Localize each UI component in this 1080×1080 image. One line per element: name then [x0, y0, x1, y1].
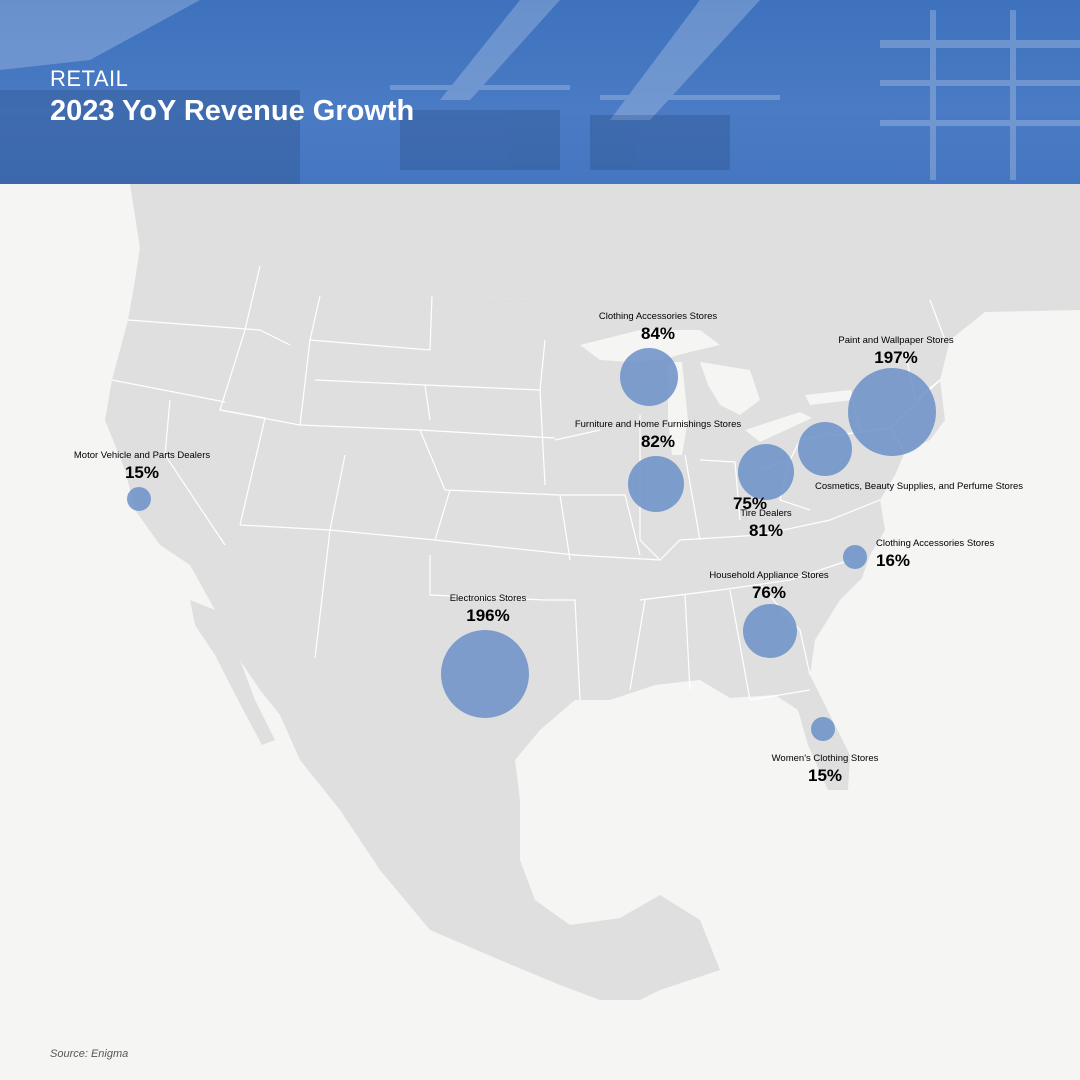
lake-superior [580, 330, 720, 362]
lake-erie [745, 412, 812, 442]
label-clothing-accessories-se: Clothing Accessories Stores 16% [876, 538, 994, 572]
point-name: Clothing Accessories Stores [876, 538, 995, 549]
label-paint-wallpaper: Paint and Wallpaper Stores 197% [838, 335, 953, 369]
label-clothing-accessories-midwest: Clothing Accessories Stores 84% [599, 311, 717, 345]
point-value: 82% [640, 432, 676, 451]
bubble-tire-dealers[interactable] [738, 444, 794, 500]
bubble-clothing-accessories-se[interactable] [843, 545, 867, 569]
state-borders [111, 265, 946, 701]
label-tire-dealers: Tire Dealers 81% [740, 508, 791, 542]
point-value: 15% [807, 766, 843, 785]
point-name: Cosmetics, Beauty Supplies, and Perfume … [814, 481, 1024, 492]
point-value: 16% [876, 551, 911, 570]
lake-ontario [805, 390, 852, 405]
baja-peninsula [190, 600, 275, 745]
point-value: 81% [748, 521, 784, 540]
bubble-electronics[interactable] [441, 630, 529, 718]
bubble-clothing-accessories-midwest[interactable] [620, 348, 678, 406]
bubble-cosmetics-beauty[interactable] [798, 422, 852, 476]
source-note: Source: Enigma [50, 1048, 129, 1060]
label-household-appliance: Household Appliance Stores 76% [709, 570, 828, 604]
bubble-womens-clothing[interactable] [811, 717, 835, 741]
bubble-motor-vehicle[interactable] [127, 487, 151, 511]
section-kicker: RETAIL [50, 66, 129, 91]
bubble-furniture-home[interactable] [628, 456, 684, 512]
mexico-land [215, 610, 720, 1000]
label-furniture-home: Furniture and Home Furnishings Stores 82… [575, 419, 741, 453]
point-value: 196% [466, 606, 510, 625]
point-name: Tire Dealers [740, 508, 792, 519]
point-value: 84% [640, 324, 676, 343]
store-background-image [0, 0, 1080, 184]
label-motor-vehicle: Motor Vehicle and Parts Dealers 15% [74, 450, 210, 484]
label-womens-clothing: Women's Clothing Stores 15% [772, 753, 879, 787]
page-title: 2023 YoY Revenue Growth [50, 95, 415, 127]
point-name: Paint and Wallpaper Stores [838, 335, 954, 346]
header-banner: RETAIL 2023 YoY Revenue Growth [0, 0, 1080, 184]
point-name: Motor Vehicle and Parts Dealers [73, 450, 211, 461]
label-cosmetics-beauty: Cosmetics, Beauty Supplies, and Perfume … [733, 481, 1024, 515]
bubble-paint-wallpaper[interactable] [848, 368, 936, 456]
point-name: Women's Clothing Stores [771, 753, 879, 764]
point-name: Clothing Accessories Stores [598, 311, 718, 322]
point-name: Furniture and Home Furnishings Stores [574, 419, 742, 430]
bubble-household-appliance[interactable] [743, 604, 797, 658]
canada-land [0, 184, 1080, 380]
point-name: Household Appliance Stores [709, 570, 829, 581]
point-name: Electronics Stores [449, 593, 527, 604]
us-state-map [0, 184, 1080, 1000]
lake-huron [700, 362, 760, 415]
point-value: 76% [751, 583, 787, 602]
point-value: 197% [874, 348, 918, 367]
bubble-layer [127, 348, 936, 741]
point-value: 15% [124, 463, 160, 482]
label-electronics: Electronics Stores 196% [450, 593, 527, 627]
point-value: 75% [732, 494, 768, 513]
